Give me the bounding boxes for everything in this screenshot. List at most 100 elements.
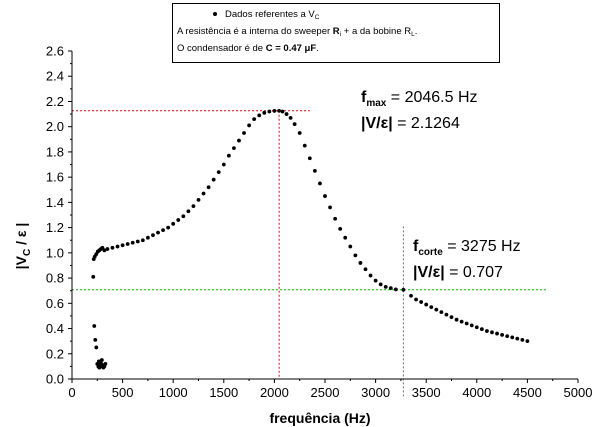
data-point — [500, 332, 504, 337]
data-point — [464, 321, 469, 326]
data-point — [201, 191, 206, 196]
data-point — [166, 225, 171, 230]
data-point — [525, 339, 530, 344]
y-tick-label: 1.2 — [46, 220, 64, 235]
fmax-value: = 2046.5 Hz — [386, 89, 478, 106]
data-point — [363, 267, 368, 272]
data-point — [348, 244, 353, 249]
data-point — [358, 261, 363, 265]
data-point — [247, 123, 252, 128]
data-point — [146, 235, 150, 240]
data-point — [280, 109, 285, 114]
data-point — [474, 325, 479, 330]
data-point — [520, 337, 525, 342]
data-point — [99, 358, 104, 362]
data-point — [206, 185, 211, 190]
data-point — [171, 221, 176, 226]
x-tick-label: 1500 — [209, 385, 238, 400]
fcorte-symbol: f — [413, 238, 419, 255]
data-point — [151, 233, 155, 238]
data-point — [454, 317, 459, 322]
data-point — [459, 319, 464, 324]
y-tick-label: 0.0 — [46, 372, 64, 387]
x-tick-label: 4500 — [513, 385, 542, 400]
data-point — [252, 117, 257, 122]
data-point — [156, 230, 160, 235]
legend-series-entry: Dados referentes a VC — [177, 6, 499, 23]
data-point — [267, 109, 272, 114]
legend-note-r: R — [332, 26, 340, 37]
y-tick-labels: 0.0 0.2 0.4 0.6 0.8 1.0 1.2 1.4 1.6 1.8 2.0 2.2 2.4 2… — [46, 44, 72, 387]
annotation-fmax: fmax = 2046.5 Hz — [361, 88, 478, 109]
data-point — [191, 204, 196, 209]
legend-note-lsub: L — [411, 31, 415, 38]
y-tick-label: 1.6 — [46, 170, 64, 185]
fcorte-value: = 3275 Hz — [442, 238, 521, 255]
data-point — [343, 235, 348, 240]
data-point — [232, 146, 236, 151]
data-point — [257, 113, 262, 118]
data-point — [288, 115, 293, 120]
data-point — [102, 248, 107, 253]
legend-note-rsub: i — [339, 31, 342, 38]
data-point — [186, 209, 191, 214]
reference-lines — [72, 110, 548, 397]
vcorte-value: = 0.707 — [444, 264, 503, 281]
data-point — [91, 274, 96, 279]
data-point — [485, 329, 489, 333]
data-point — [490, 330, 494, 335]
data-point — [439, 310, 444, 315]
data-point — [449, 315, 454, 320]
x-tick-label: 3500 — [412, 385, 441, 400]
data-point — [226, 153, 231, 158]
data-point — [510, 335, 515, 340]
legend-series-label: Dados referentes a V — [225, 9, 315, 20]
data-point — [383, 285, 388, 289]
y-tick-label: 2.2 — [46, 94, 64, 109]
annotation-vcorte: |V/ε| = 0.707 — [413, 263, 503, 283]
legend-series-sub: C — [314, 14, 320, 21]
data-point — [292, 122, 297, 127]
data-point — [323, 194, 327, 198]
data-point — [434, 307, 439, 312]
data-point — [401, 287, 406, 292]
data-point — [302, 143, 307, 148]
legend-note-mid: + a da bobine R — [341, 26, 412, 37]
axes — [71, 51, 578, 380]
data-point — [409, 293, 413, 298]
data-point — [393, 287, 398, 292]
data-point — [92, 324, 97, 328]
legend-cap-value: C = 0.47 μF — [265, 43, 317, 54]
data-point — [307, 156, 312, 161]
data-point — [479, 327, 484, 332]
x-tick-label: 0 — [68, 385, 75, 400]
y-tick-label: 2.6 — [46, 44, 64, 59]
x-tick-label: 2500 — [311, 385, 340, 400]
data-point — [469, 323, 474, 328]
data-point — [120, 243, 125, 248]
legend-cap-end: . — [316, 43, 319, 54]
data-point — [373, 278, 378, 283]
data-point — [312, 168, 317, 173]
data-point — [388, 286, 393, 291]
data-point — [110, 245, 115, 250]
data-point — [221, 162, 226, 167]
legend-marker-icon — [213, 11, 217, 16]
data-point — [444, 312, 449, 317]
legend-cap-text: O condensador é de — [177, 43, 266, 54]
data-point — [378, 282, 383, 287]
data-point — [105, 247, 110, 251]
data-point — [277, 108, 282, 113]
data-point — [181, 214, 186, 219]
data-point — [94, 345, 99, 350]
data-point — [125, 242, 130, 246]
data-point — [424, 302, 429, 307]
legend-resistance-note: A resistência é a interna do sweeper Ri … — [177, 23, 499, 40]
x-axis-title: frequência (Hz) — [269, 410, 370, 426]
data-point — [237, 138, 241, 143]
data-point — [328, 205, 332, 210]
data-point — [353, 253, 358, 258]
annotation-fcorte: fcorte = 3275 Hz — [413, 237, 521, 258]
y-tick-label: 1.0 — [46, 245, 64, 260]
